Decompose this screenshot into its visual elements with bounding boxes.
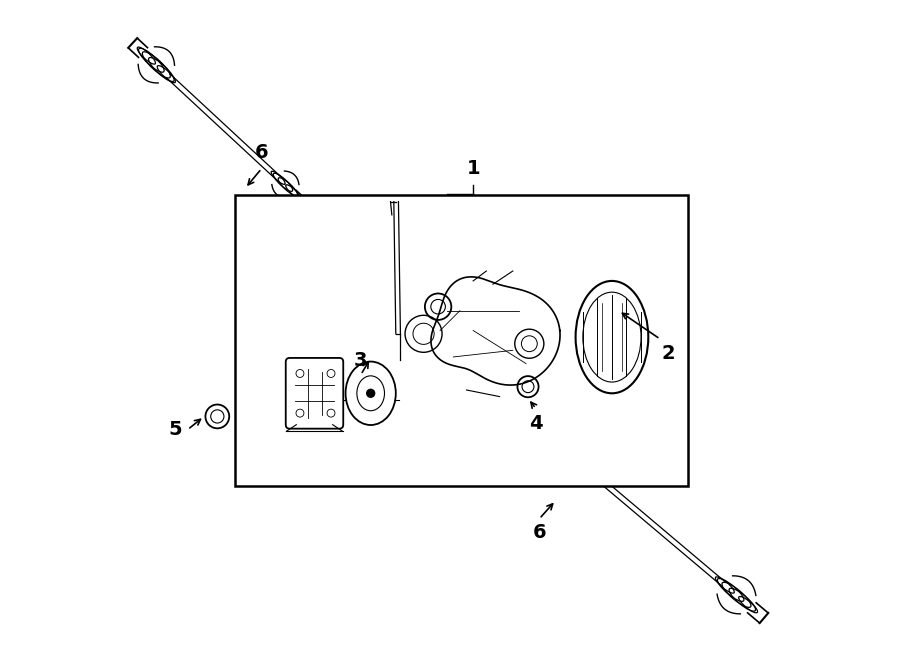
Text: 5: 5 — [169, 420, 183, 439]
Text: 3: 3 — [354, 351, 367, 369]
Text: 4: 4 — [529, 414, 543, 432]
Text: 2: 2 — [662, 344, 675, 363]
Text: 6: 6 — [533, 523, 546, 541]
Text: 6: 6 — [255, 143, 268, 161]
Circle shape — [366, 389, 374, 397]
FancyBboxPatch shape — [285, 358, 343, 428]
Bar — [235, 195, 688, 486]
Text: 1: 1 — [466, 159, 480, 178]
